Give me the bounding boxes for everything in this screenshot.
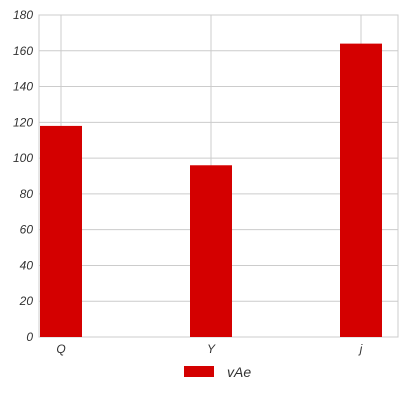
bar-Q — [40, 125, 82, 338]
x-tick-label: j — [358, 342, 363, 356]
legend-label: vAe — [227, 364, 251, 380]
x-tick-label: Y — [207, 342, 216, 356]
y-tick-label: 140 — [13, 80, 33, 94]
y-tick-labels: 0 20 40 60 80 100 120 140 160 180 — [13, 8, 33, 344]
y-tick-label: 40 — [20, 258, 34, 272]
y-tick-label: 100 — [13, 151, 33, 165]
y-tick-label: 60 — [20, 223, 34, 237]
y-tick-label: 180 — [13, 8, 33, 22]
bar-Y — [190, 165, 232, 337]
legend: vAe — [184, 364, 251, 380]
y-tick-label: 160 — [13, 44, 33, 58]
y-tick-label: 20 — [19, 294, 34, 308]
bar-j — [340, 43, 382, 337]
y-tick-label: 0 — [26, 330, 33, 344]
bars — [40, 43, 382, 338]
x-tick-label: Q — [56, 342, 65, 356]
legend-swatch — [184, 366, 214, 377]
y-tick-label: 80 — [20, 187, 34, 201]
y-tick-label: 120 — [13, 115, 33, 129]
